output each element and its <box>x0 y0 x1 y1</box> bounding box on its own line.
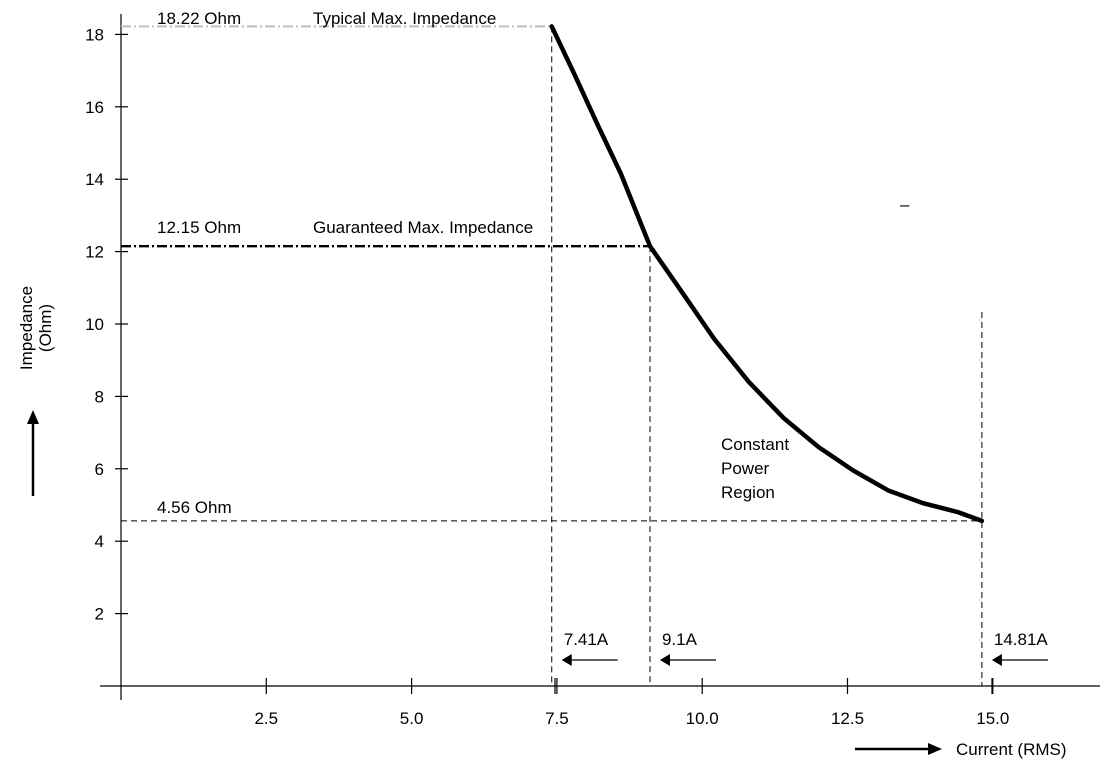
y-arrow-head <box>27 410 39 424</box>
region-label-line2: Power <box>721 459 770 478</box>
impedance-curve <box>549 24 985 524</box>
y-axis-label-line1: Impedance <box>17 286 36 370</box>
typical-max-label: Typical Max. Impedance <box>313 9 496 28</box>
minimum-impedance-value: 4.56 Ohm <box>157 498 232 517</box>
y-tick-label: 6 <box>95 460 104 479</box>
x-axis-arrow <box>855 743 942 755</box>
guaranteed-max-value: 12.15 Ohm <box>157 218 241 237</box>
y-tick-label: 4 <box>95 532 104 551</box>
x-tick-label: 10.0 <box>686 709 719 728</box>
marker-arrow-head <box>659 654 670 666</box>
dash-mark: – <box>900 195 910 214</box>
current-marker: 7.41A <box>561 630 618 666</box>
y-tick-label: 2 <box>95 605 104 624</box>
x-tick-label: 15.0 <box>976 709 1009 728</box>
y-tick-label: 12 <box>85 243 104 262</box>
x-tick-label: 5.0 <box>400 709 424 728</box>
current-markers: 7.41A 9.1A 14.81A <box>561 630 1049 666</box>
y-tick-label: 8 <box>95 387 104 406</box>
guaranteed-max-label: Guaranteed Max. Impedance <box>313 218 533 237</box>
y-ticks: 2 4 6 8 10 12 14 16 18 <box>85 25 128 624</box>
y-tick-label: 10 <box>85 315 104 334</box>
marker-label: 9.1A <box>662 630 698 649</box>
region-label-line1: Constant <box>721 435 789 454</box>
x-tick-label: 2.5 <box>254 709 278 728</box>
typical-max-value: 18.22 Ohm <box>157 9 241 28</box>
marker-arrow-head <box>991 654 1002 666</box>
x-ticks: 2.5 5.0 7.5 10.0 12.5 15.0 <box>254 678 1009 728</box>
marker-arrow-head <box>561 654 572 666</box>
x-tick-label: 12.5 <box>831 709 864 728</box>
current-marker: 9.1A <box>659 630 716 666</box>
current-guides <box>551 26 983 686</box>
x-arrow-head <box>928 743 942 755</box>
x-tick-label: 7.5 <box>545 709 569 728</box>
marker-label: 14.81A <box>994 630 1049 649</box>
y-tick-label: 18 <box>85 25 104 44</box>
x-axis-label: Current (RMS) <box>956 740 1067 759</box>
marker-label: 7.41A <box>564 630 609 649</box>
y-axis-label-line2: (Ohm) <box>36 304 55 352</box>
y-tick-label: 16 <box>85 98 104 117</box>
y-tick-label: 14 <box>85 170 104 189</box>
y-axis-arrow <box>27 410 39 496</box>
y-axis-title: Impedance (Ohm) <box>17 286 55 370</box>
current-marker: 14.81A <box>991 630 1049 666</box>
region-label-line3: Region <box>721 483 775 502</box>
